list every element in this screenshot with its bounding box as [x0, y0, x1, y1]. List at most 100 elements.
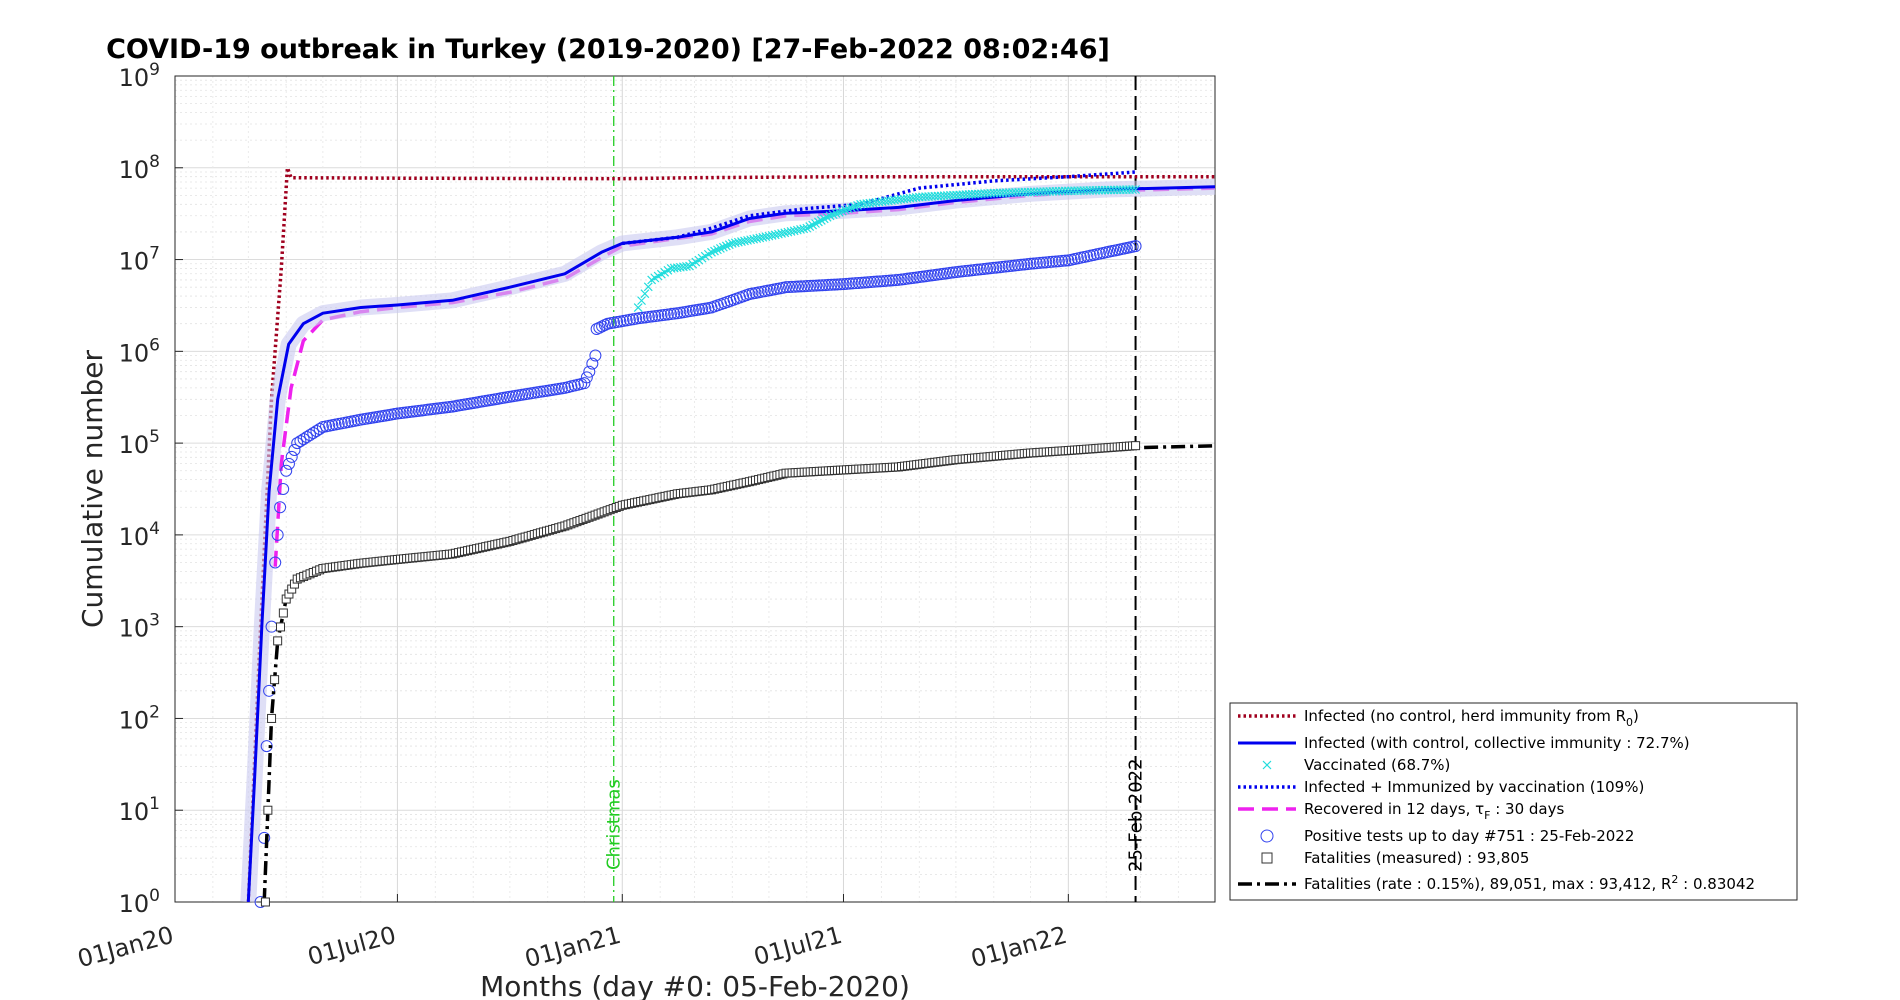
data-point: [837, 206, 847, 216]
data-point: [580, 371, 593, 384]
data-point: [276, 622, 286, 632]
data-point: [1005, 259, 1018, 272]
data-point: [816, 215, 826, 225]
data-point: [880, 274, 893, 287]
data-point: [959, 265, 972, 278]
data-point: [1037, 256, 1050, 269]
data-point: [792, 280, 805, 293]
data-point: [805, 222, 815, 232]
data-point: [1043, 256, 1056, 269]
data-point: [713, 245, 722, 255]
data-point: [843, 204, 853, 214]
data-point: [834, 278, 847, 291]
data-point: [816, 279, 829, 292]
data-point: [825, 211, 835, 221]
data-point: [285, 450, 298, 463]
legend-entry: Vaccinated (68.7%): [1262, 756, 1450, 774]
data-point: [840, 205, 850, 215]
legend-swatch: [1260, 829, 1274, 843]
data-point: [1052, 255, 1065, 268]
series-6: [260, 441, 1141, 907]
data-point: [300, 431, 313, 444]
data-point: [840, 277, 853, 290]
legend: Infected (no control, herd immunity from…: [1229, 702, 1798, 901]
data-point: [831, 278, 844, 291]
data-point: [858, 276, 871, 289]
data-point: [282, 457, 295, 470]
data-point: [825, 278, 838, 291]
legend-swatch: [1261, 852, 1273, 864]
data-point: [980, 262, 993, 275]
data-point: [837, 278, 850, 291]
data-point: [834, 207, 844, 217]
data-point: [1056, 254, 1069, 267]
data-point: [267, 713, 277, 723]
data-point: [269, 556, 282, 569]
y-tick-label: 109: [119, 60, 160, 92]
data-point: [288, 444, 301, 457]
data-point: [715, 244, 725, 253]
legend-entry: Infected + Immunized by vaccination (109…: [1238, 778, 1644, 796]
data-point: [707, 247, 716, 257]
y-axis-label: Cumulative number: [76, 350, 109, 628]
data-point: [724, 240, 734, 250]
series-line: [262, 444, 1216, 903]
legend-label: Fatalities (rate : 0.15%), 89,051, max :…: [1304, 873, 1755, 893]
data-point: [596, 320, 609, 333]
data-point: [1027, 257, 1040, 270]
data-point: [721, 241, 731, 251]
data-point: [258, 831, 271, 844]
data-point: [274, 501, 287, 514]
legend-entry: Positive tests up to day #751 : 25-Feb-2…: [1260, 827, 1634, 845]
x-tick-label: 01Jul21: [751, 921, 845, 971]
annotations: Christmas 25-Feb-2022: [604, 76, 1147, 902]
data-point: [1046, 255, 1059, 268]
series-layer: [240, 166, 1216, 908]
data-point: [855, 276, 868, 289]
x-tick-label: 01Jan20: [75, 921, 177, 973]
x-tick-label: 01Jul20: [305, 921, 399, 971]
legend-label: Fatalities (measured) : 93,805: [1304, 849, 1529, 867]
data-point: [846, 277, 859, 290]
data-point: [271, 528, 284, 541]
series-7: [262, 444, 1216, 903]
data-point: [953, 265, 966, 278]
data-point: [871, 275, 884, 288]
data-point: [1018, 258, 1031, 271]
data-point: [589, 349, 602, 362]
legend-label: Infected (no control, herd immunity from…: [1304, 707, 1639, 729]
data-point: [999, 260, 1012, 273]
data-point: [307, 427, 320, 440]
data-point: [807, 279, 820, 292]
annotation-label: 25-Feb-2022: [1126, 758, 1147, 872]
data-point: [593, 321, 606, 334]
data-point: [886, 274, 899, 287]
legend-swatch: [1262, 760, 1272, 770]
data-point: [847, 203, 856, 213]
data-point: [1002, 260, 1015, 273]
data-point: [1040, 256, 1053, 269]
chart-title: COVID-19 outbreak in Turkey (2019-2020) …: [106, 34, 1110, 65]
data-point: [1030, 257, 1043, 270]
data-point: [828, 278, 841, 291]
y-tick-label: 101: [119, 794, 160, 826]
data-point: [802, 223, 812, 233]
data-point: [843, 277, 856, 290]
plot-area-frame: [174, 75, 1216, 903]
data-point: [598, 319, 611, 332]
series-1: [240, 178, 1216, 903]
data-point: [1008, 259, 1021, 272]
data-point: [783, 281, 796, 294]
data-point: [962, 264, 975, 277]
data-point: [294, 435, 307, 448]
data-point: [864, 276, 877, 289]
data-point: [1015, 258, 1028, 271]
data-point: [808, 220, 818, 230]
data-point: [633, 303, 643, 312]
data-point: [1033, 256, 1046, 269]
y-tick-label: 104: [119, 519, 160, 551]
data-point: [804, 279, 817, 292]
data-point: [814, 217, 823, 227]
data-point: [1049, 255, 1062, 268]
